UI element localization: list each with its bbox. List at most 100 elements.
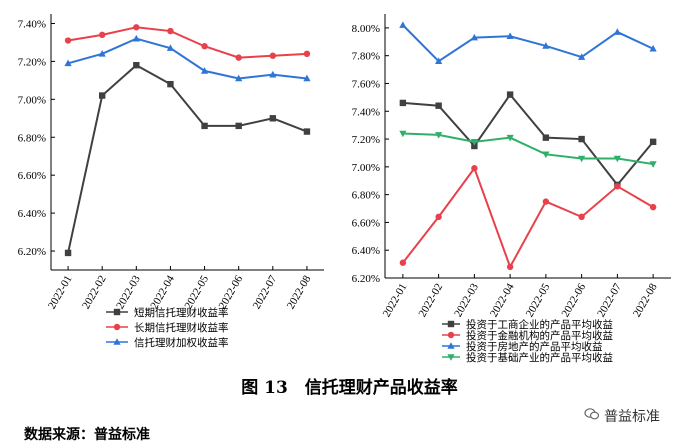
series-1-point [542,134,550,141]
series-2-point [201,43,208,50]
y-tick-label: 7.60% [352,78,380,90]
series-1-point [98,92,106,99]
legend-label: 投资于房地产的产品平均收益 [466,340,603,353]
series-2-point [578,213,585,221]
x-tick-label: 2022-02 [416,282,445,320]
series-line-3 [67,37,308,80]
y-tick-label: 7.80% [352,51,380,63]
series-4-point [578,155,586,163]
series-1-point [471,142,478,150]
series-3-point [166,44,175,51]
legend-label: 投资于工商企业的产品平均收益 [466,318,613,331]
brand-watermark: 普益标准 [604,409,660,425]
chart-2: 6.20% 6.40% 6.60% 6.80% 7.00% 7.20% 7.40% 7.60%… [352,14,671,364]
x-tick-label: 2022-01 [46,274,75,312]
series-2-point [506,263,514,271]
series-3-point [613,28,621,35]
series-line-2 [402,166,654,270]
series-2-point [303,50,311,58]
y-tick-label: 6.80% [352,190,380,202]
series-2-point [64,37,72,44]
series-line-1 [402,92,654,187]
series-1-point [399,99,407,107]
series-3-point [98,50,106,57]
x-tick-label: 2022-07 [251,273,280,311]
series-3-point [470,33,478,41]
legend-marker [447,331,455,339]
series-3-point [269,70,277,78]
series-3-point [649,44,657,52]
series-1-point [303,128,311,135]
y-tick-label: 7.40% [18,18,46,30]
x-tick-label: 2022-05 [182,273,211,311]
series-2-point [542,198,550,205]
y-tick-label: 7.00% [352,162,380,174]
series-1-point [506,91,514,98]
series-1-point [578,135,585,143]
x-tick-label: 2022-08 [631,281,660,319]
series-4-point [649,161,657,168]
y-tick-label: 8.00% [352,23,380,35]
legend-label: 投资于金融机构的产品平均收益 [466,329,613,342]
legend-marker [113,323,121,331]
data-source: 数据来源：普益标准 [24,427,150,443]
series-3-point [399,21,407,28]
x-tick-label: 2022-03 [114,273,143,311]
series-3-point [506,32,514,40]
series-3-point [578,53,586,60]
legend-label: 长期信托理财收益率 [134,321,229,334]
legend-marker [447,354,455,361]
series-1-point [649,138,657,146]
series-2-point [614,183,621,190]
series-4-point [613,155,621,163]
series-1-point [167,80,174,88]
series-3-point [235,74,243,82]
y-tick-label: 6.40% [352,245,380,257]
series-3-point [435,57,443,65]
series-1-point [235,122,242,130]
series-3-point [303,74,311,82]
series-1-point [64,249,72,257]
x-tick-label: 2022-05 [524,281,553,319]
series-4-point [399,130,407,138]
y-tick-label: 6.20% [352,273,380,285]
wechat-icon [584,408,600,420]
legend-2: 投资于工商企业的产品平均收益投资于金融机构的产品平均收益投资于房地产的产品平均收… [442,318,613,364]
x-tick-label: 2022-04 [488,281,517,319]
legend-marker [447,320,455,328]
series-line-3 [402,24,654,63]
series-2-point [399,259,407,266]
y-tick-label: 6.20% [18,246,46,258]
series-1-point [201,122,208,130]
x-tick-label: 2022-02 [80,274,109,312]
series-4-point [506,134,514,142]
series-4-point [435,132,443,139]
y-tick-label: 6.60% [18,170,46,182]
x-tick-label: 2022-03 [452,281,481,319]
series-3-point [200,67,209,74]
y-tick-label: 6.60% [352,217,380,229]
figure-caption: 图 13 信托理财产品收益率 [241,378,458,398]
y-tick-label: 7.00% [18,94,46,106]
series-2-point [471,165,478,172]
chart-1: 6.20% 6.40% 6.60% 6.80% 7.00% 7.20% 7.40% 2022-… [18,14,324,349]
legend-marker [113,338,121,345]
y-tick-label: 6.40% [18,208,46,220]
series-4-point [470,139,478,146]
series-line-4 [402,132,654,166]
legend-label: 信托理财加权收益率 [134,336,229,349]
legend-label: 投资于基础产业的产品平均收益 [466,351,613,364]
legend-marker [113,308,121,316]
series-2-point [235,54,242,61]
series-2-point [269,52,277,59]
legend-marker [447,342,455,349]
series-2-point [649,203,657,211]
y-tick-label: 7.40% [352,106,380,118]
y-tick-label: 6.80% [18,132,46,144]
y-tick-label: 7.20% [18,56,46,68]
y-tick-label: 7.20% [352,134,380,146]
series-3-point [542,42,550,49]
series-line-1 [67,63,308,254]
